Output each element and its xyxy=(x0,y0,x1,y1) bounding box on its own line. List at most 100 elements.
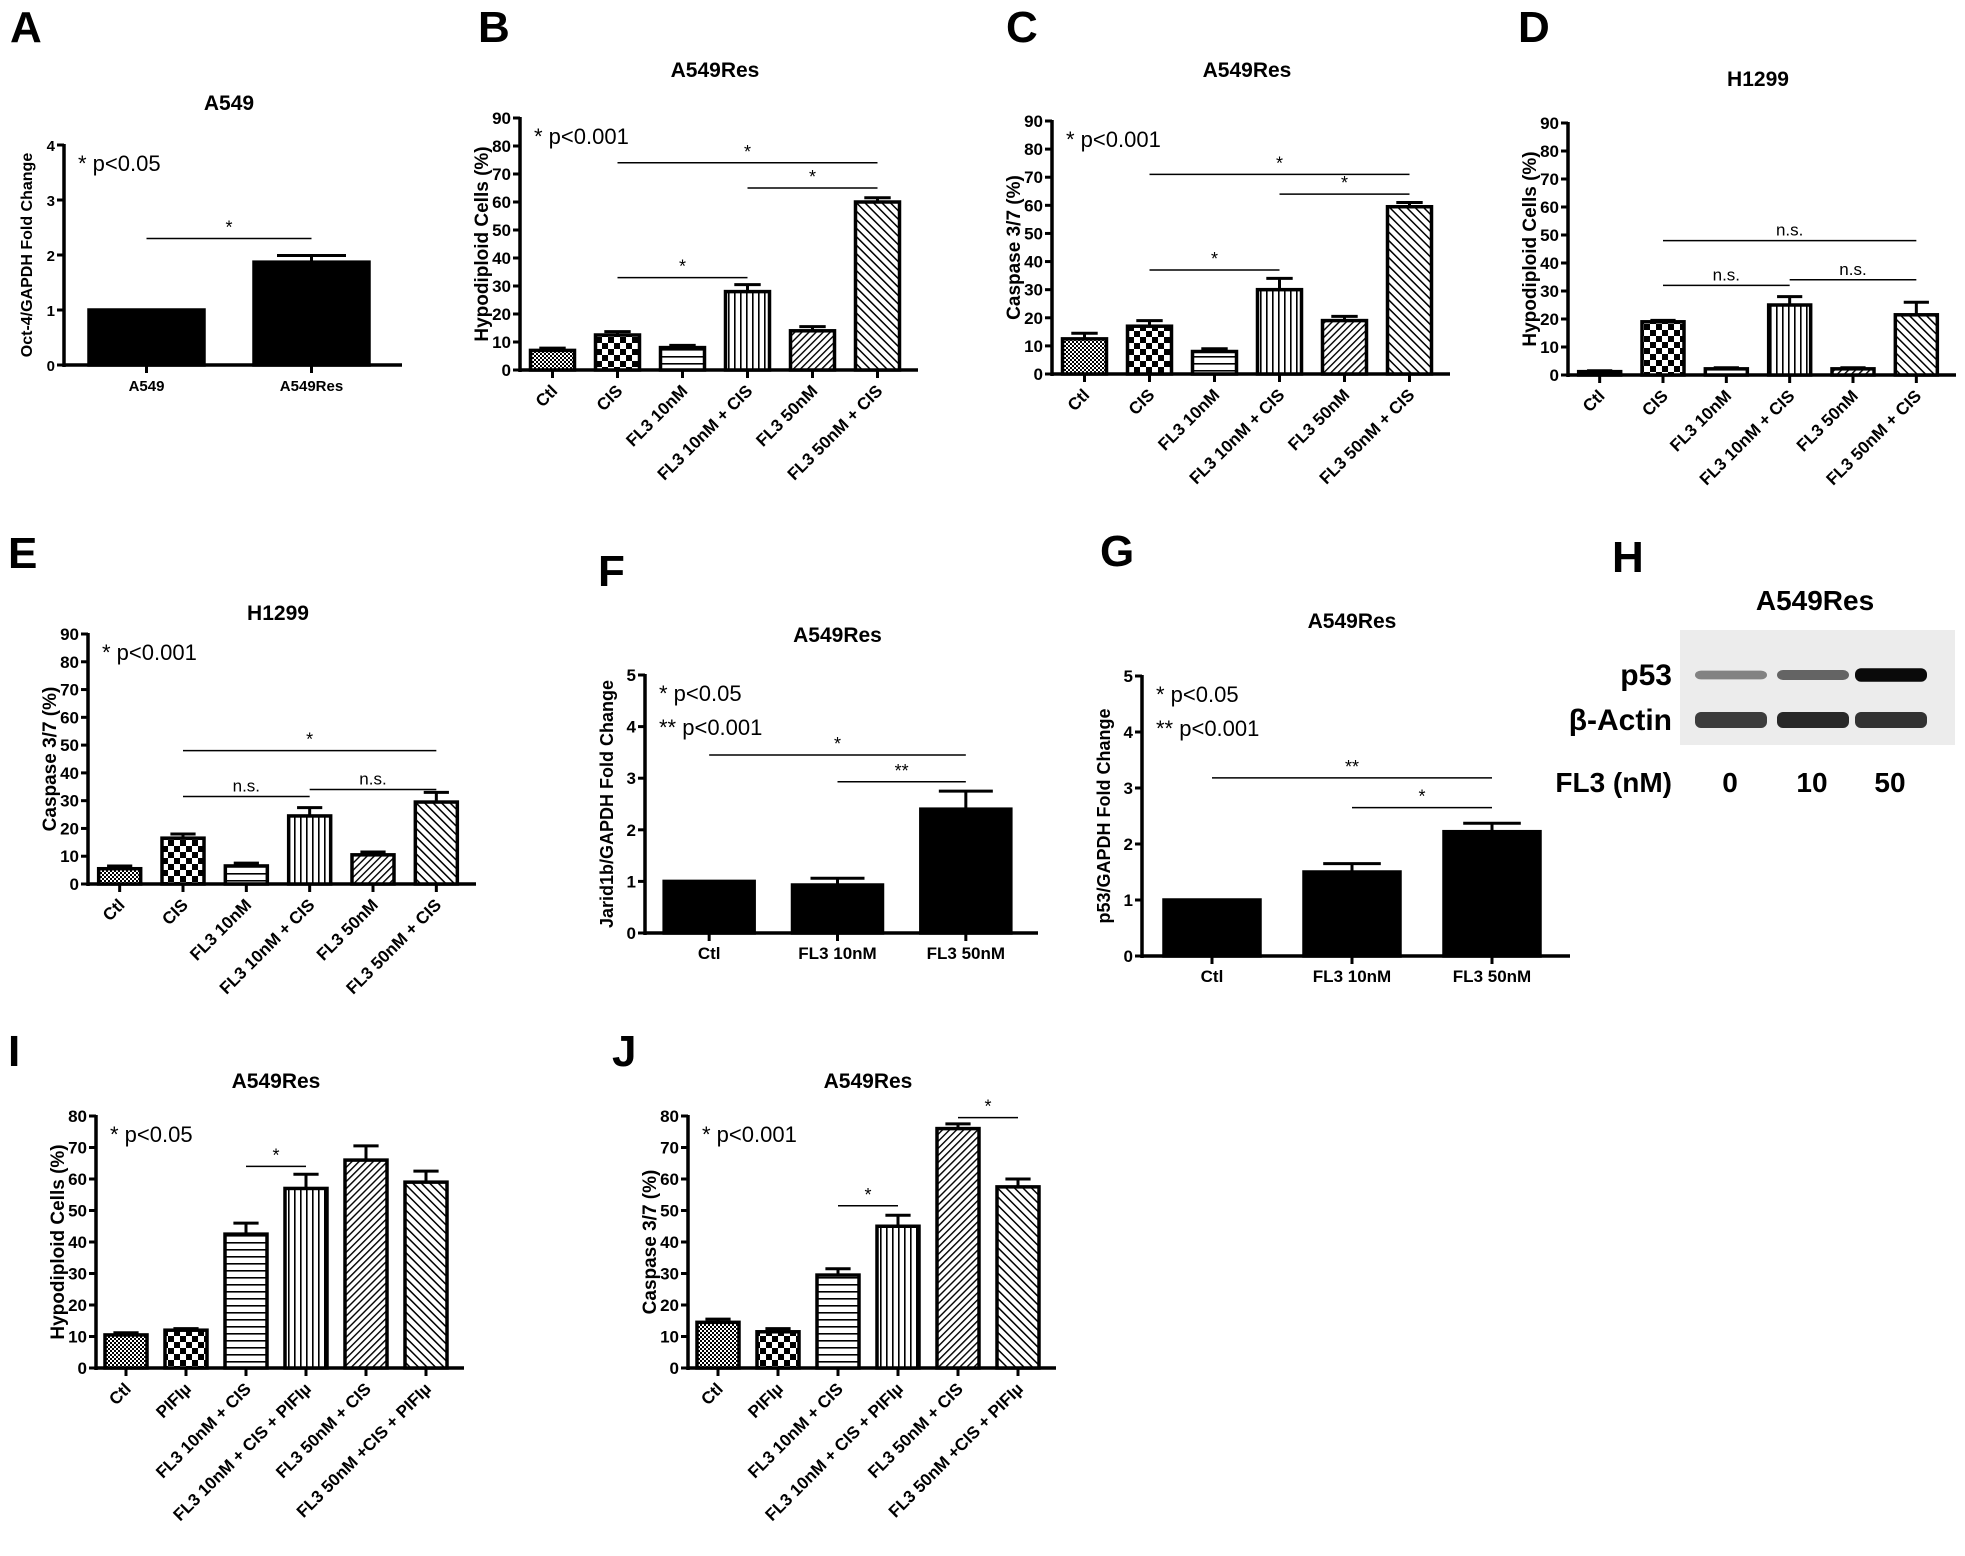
x-tick-label: FL3 10nM xyxy=(1313,967,1391,986)
chart-panel-a: A549 0 1 2 3 4 Oct-4/GAPDH Fold Change A549 A549… xyxy=(19,92,402,395)
bar xyxy=(1766,303,1813,377)
bar xyxy=(658,345,707,372)
p-value-note: * p<0.001 xyxy=(102,640,197,665)
bar xyxy=(403,1180,449,1370)
bar xyxy=(995,1185,1041,1370)
panel-letter-e: E xyxy=(8,529,38,578)
bar xyxy=(160,836,206,886)
panel-letter-i: I xyxy=(8,1027,21,1076)
p-value-note: * p<0.05 xyxy=(78,151,161,176)
x-tick-label: A549Res xyxy=(280,378,343,395)
y-axis-label: Oct-4/GAPDH Fold Change xyxy=(19,153,36,358)
y-tick-label: 30 xyxy=(660,1265,679,1284)
y-tick-label: 0 xyxy=(70,875,79,894)
bar xyxy=(1640,320,1686,377)
panel-letter-f: F xyxy=(598,547,625,596)
x-tick-label: Ctl xyxy=(99,895,128,924)
x-tick-label: A549 xyxy=(129,378,165,395)
bar xyxy=(223,1232,269,1370)
x-tick-label: FL3 10nM xyxy=(798,944,876,963)
x-tick-label: PIFIµ xyxy=(152,1379,194,1421)
y-tick-label: 60 xyxy=(1540,198,1559,217)
y-axis-label: Hypodiploid Cells (%) xyxy=(48,1144,69,1339)
blot-row-label: β-Actin xyxy=(1569,704,1672,737)
y-tick-label: 30 xyxy=(1024,281,1043,300)
x-tick-label: FL3 10nM xyxy=(1666,386,1735,455)
panel-letter-g: G xyxy=(1100,527,1135,576)
bar xyxy=(723,289,772,372)
significance-label: * xyxy=(744,142,751,162)
significance-label: n.s. xyxy=(1776,221,1803,240)
bar xyxy=(1190,349,1239,376)
y-tick-label: 0 xyxy=(1550,366,1559,385)
y-tick-label: 70 xyxy=(1024,168,1043,187)
p-value-note: ** p<0.001 xyxy=(659,715,762,740)
significance-label: ** xyxy=(1345,757,1359,777)
bar xyxy=(1320,318,1369,376)
bar xyxy=(662,879,756,935)
p-value-note: * p<0.05 xyxy=(1156,682,1239,707)
significance-label: n.s. xyxy=(1713,265,1740,284)
blot-band xyxy=(1695,670,1767,680)
y-tick-label: 50 xyxy=(660,1202,679,1221)
chart-panel-b: A549Res 0 10 20 30 40 50 60 70 80 90 Hypodiploid Ce… xyxy=(472,59,918,484)
bar xyxy=(788,329,837,372)
panel-letter-b: B xyxy=(478,3,510,52)
y-tick-label: 80 xyxy=(492,137,511,156)
bar xyxy=(528,348,577,372)
bar xyxy=(1703,367,1750,377)
y-tick-label: 70 xyxy=(60,681,79,700)
y-tick-label: 50 xyxy=(1024,224,1043,243)
chart-title: H1299 xyxy=(247,602,309,625)
y-tick-label: 20 xyxy=(68,1296,87,1315)
blot-row-label: p53 xyxy=(1620,659,1672,692)
x-tick-label: FL3 50nM xyxy=(313,895,382,964)
y-tick-label: 10 xyxy=(492,333,511,352)
bar xyxy=(96,866,143,886)
bar xyxy=(593,333,642,372)
y-axis-label: Caspase 3/7 (%) xyxy=(1004,175,1025,320)
chart-title: A549Res xyxy=(1308,610,1397,633)
p-value-note: * p<0.001 xyxy=(534,124,629,149)
western-blot-panel-h: A549Res p53 β-Actin FL3 (nM) 0 10 50 xyxy=(1555,585,1955,798)
bar xyxy=(1060,337,1109,376)
significance-label: * xyxy=(864,1185,871,1205)
significance-label: * xyxy=(272,1145,279,1165)
y-tick-label: 90 xyxy=(60,625,79,644)
y-tick-label: 40 xyxy=(1024,253,1043,272)
y-tick-label: 40 xyxy=(60,764,79,783)
bar xyxy=(919,807,1013,935)
x-tick-label: Ctl xyxy=(105,1379,134,1408)
blot-band xyxy=(1855,712,1927,728)
x-tick-label: Ctl xyxy=(1064,385,1093,414)
significance-label: n.s. xyxy=(233,777,260,796)
y-tick-label: 1 xyxy=(47,303,55,320)
y-tick-label: 0 xyxy=(47,358,55,375)
y-tick-label: 10 xyxy=(68,1328,87,1347)
blot-title: A549Res xyxy=(1756,585,1874,616)
blot-band xyxy=(1855,668,1927,682)
chart-panel-g: A549Res 0 1 2 3 4 5 p53/GAPDH Fold Change Ctl FL3… xyxy=(1094,610,1570,986)
bar xyxy=(286,814,333,886)
y-tick-label: 50 xyxy=(68,1202,87,1221)
y-axis-label: Caspase 3/7 (%) xyxy=(40,687,61,832)
panel-letter-c: C xyxy=(1006,3,1038,52)
y-tick-label: 10 xyxy=(60,847,79,866)
x-tick-label: Ctl xyxy=(698,944,721,963)
y-tick-label: 60 xyxy=(660,1170,679,1189)
x-tick-label: FL3 50nM xyxy=(1284,385,1353,454)
blot-lane-label: 0 xyxy=(1722,767,1738,798)
bar xyxy=(815,1273,861,1370)
y-tick-label: 40 xyxy=(492,249,511,268)
bar xyxy=(790,883,885,935)
y-tick-label: 80 xyxy=(660,1107,679,1126)
chart-title: H1299 xyxy=(1727,68,1789,91)
panel-letter-d: D xyxy=(1518,3,1550,52)
significance-label: * xyxy=(1211,249,1218,269)
y-tick-label: 80 xyxy=(1540,142,1559,161)
bar xyxy=(103,1333,149,1370)
chart-panel-j: A549Res 0 10 20 30 40 50 60 70 80 Caspase 3/7 (%) C… xyxy=(640,1070,1056,1525)
significance-label: * xyxy=(1341,173,1348,193)
y-tick-label: 20 xyxy=(660,1296,679,1315)
y-tick-label: 10 xyxy=(1540,338,1559,357)
